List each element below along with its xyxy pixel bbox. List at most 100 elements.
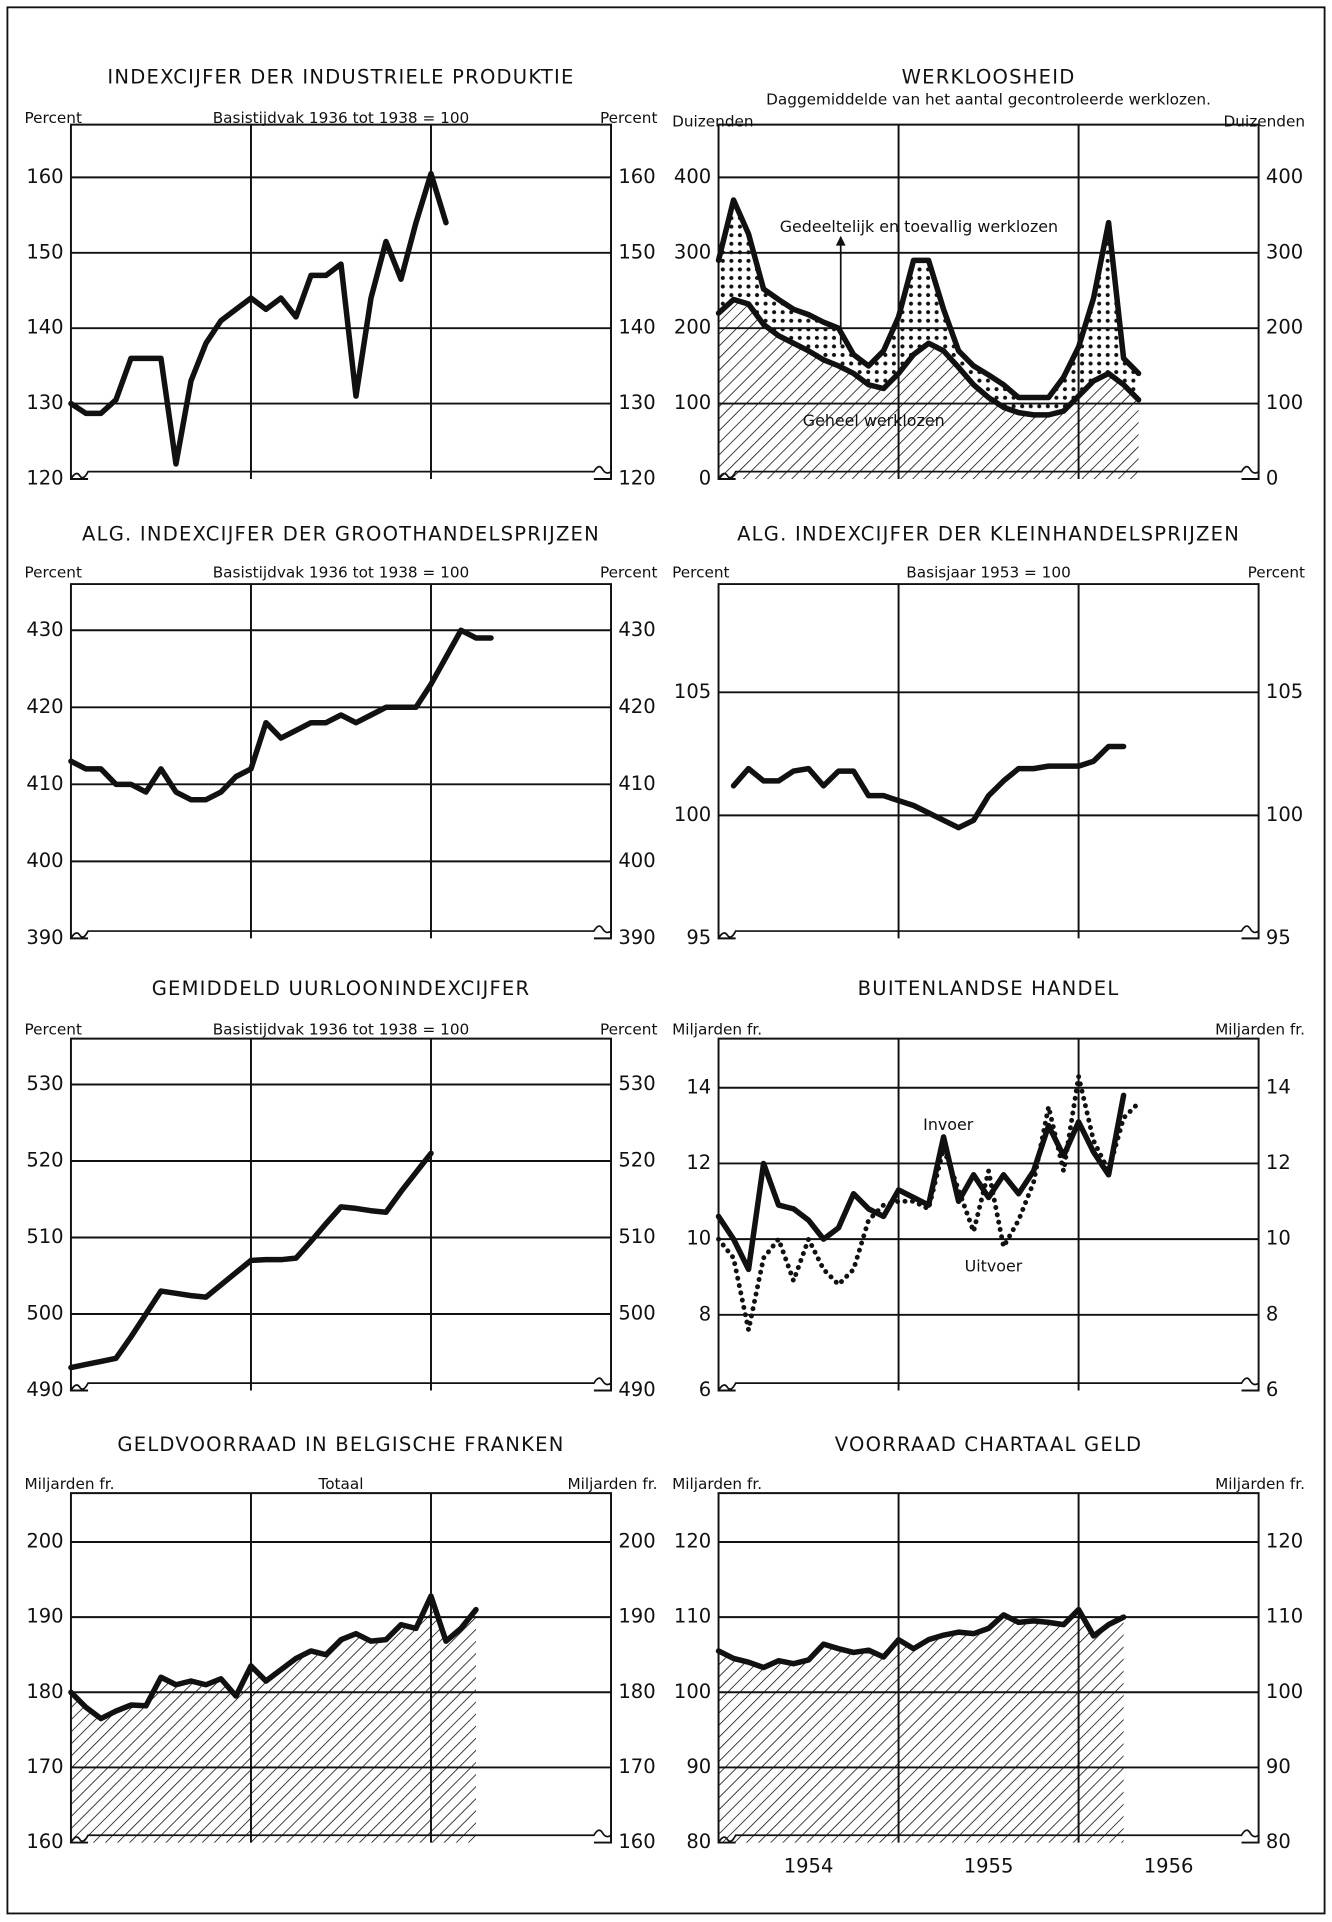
series-label: Geheel werklozen bbox=[803, 411, 945, 430]
chart-subtitle: Basistijdvak 1936 tot 1938 = 100 bbox=[213, 1021, 470, 1039]
axis-break bbox=[70, 925, 612, 939]
area-band bbox=[718, 200, 1139, 415]
fills bbox=[70, 1596, 476, 1843]
axis-break bbox=[70, 1829, 612, 1844]
chart-panel: ALG. INDEXCIJFER DER KLEINHANDELSPRIJZEN… bbox=[672, 523, 1305, 949]
y-tick-label: 390 bbox=[26, 926, 63, 949]
y-tick-label: 510 bbox=[26, 1225, 63, 1248]
series-line bbox=[715, 1606, 1127, 1671]
chart-subtitle: Daggemiddelde van het aantal gecontrolee… bbox=[766, 91, 1211, 109]
y2-tick-label: 80 bbox=[1266, 1830, 1291, 1853]
y2-tick-label: 120 bbox=[618, 466, 655, 489]
y-axis-label: Miljarden fr. bbox=[672, 1021, 762, 1039]
y-tick-label: 100 bbox=[674, 391, 711, 414]
y2-tick-label: 0 bbox=[1266, 466, 1278, 489]
y-axis-label: Percent bbox=[25, 564, 82, 582]
y-tick-label: 110 bbox=[674, 1605, 711, 1628]
y2-axis-label: Percent bbox=[600, 564, 657, 582]
y-tick-label: 8 bbox=[699, 1302, 711, 1325]
series-line bbox=[715, 296, 1142, 418]
y2-tick-label: 490 bbox=[618, 1378, 655, 1401]
y-tick-label: 200 bbox=[674, 316, 711, 339]
chart-panel: INDEXCIJFER DER INDUSTRIELE PRODUKTIE Bas… bbox=[25, 66, 658, 490]
y2-tick-label: 190 bbox=[618, 1605, 655, 1628]
y2-tick-label: 10 bbox=[1266, 1227, 1291, 1250]
series-line bbox=[730, 743, 1127, 831]
y-tick-label: 170 bbox=[26, 1755, 63, 1778]
chart-title: ALG. INDEXCIJFER DER GROOTHANDELSPRIJZEN bbox=[82, 523, 600, 546]
chart-panel: GELDVOORRAAD IN BELGISCHE FRANKEN Totaal M… bbox=[25, 1433, 658, 1853]
area-fill bbox=[70, 1596, 476, 1843]
y-tick-label: 410 bbox=[26, 772, 63, 795]
y2-tick-label: 400 bbox=[618, 849, 655, 872]
y-tick-label: 80 bbox=[686, 1830, 711, 1853]
y2-tick-label: 410 bbox=[618, 772, 655, 795]
y2-axis-label: Miljarden fr. bbox=[1215, 1475, 1305, 1493]
y2-tick-label: 120 bbox=[1266, 1529, 1303, 1552]
y2-tick-label: 400 bbox=[1266, 165, 1303, 188]
y2-tick-label: 510 bbox=[618, 1225, 655, 1248]
y-tick-label: 100 bbox=[674, 803, 711, 826]
series-label: Uitvoer bbox=[965, 1257, 1023, 1276]
y2-tick-label: 500 bbox=[618, 1301, 655, 1324]
axis-break bbox=[717, 465, 1260, 480]
chart-panel: BUITENLANDSE HANDEL Miljarden fr. Miljarde… bbox=[672, 977, 1305, 1401]
y2-tick-label: 105 bbox=[1266, 680, 1303, 703]
y2-axis-label: Miljarden fr. bbox=[567, 1475, 657, 1493]
chart-panel: VOORRAAD CHARTAAL GELD Miljarden fr. Milja… bbox=[672, 1433, 1305, 1878]
series-line bbox=[716, 1073, 1142, 1333]
y2-tick-label: 130 bbox=[618, 391, 655, 414]
chart-title: GEMIDDELD UURLOONINDEXCIJFER bbox=[152, 977, 531, 1000]
y2-axis-label: Percent bbox=[1248, 564, 1305, 582]
y-tick-label: 520 bbox=[26, 1148, 63, 1171]
y-tick-label: 400 bbox=[674, 165, 711, 188]
chart-subtitle: Basistijdvak 1936 tot 1938 = 100 bbox=[213, 109, 470, 127]
y-tick-label: 90 bbox=[686, 1755, 711, 1778]
y2-axis-label: Miljarden fr. bbox=[1215, 1021, 1305, 1039]
y-tick-label: 6 bbox=[699, 1378, 711, 1401]
y-tick-label: 300 bbox=[674, 240, 711, 263]
chart-subtitle: Basisjaar 1953 = 100 bbox=[906, 564, 1071, 582]
y2-tick-label: 14 bbox=[1266, 1075, 1291, 1098]
chart-title: BUITENLANDSE HANDEL bbox=[858, 977, 1120, 1000]
y2-tick-label: 300 bbox=[1266, 240, 1303, 263]
chart-panel: GEMIDDELD UURLOONINDEXCIJFER Basistijdvak… bbox=[25, 977, 658, 1401]
y-axis-label: Miljarden fr. bbox=[25, 1475, 115, 1493]
y-tick-label: 180 bbox=[26, 1680, 63, 1703]
axis-break bbox=[717, 1829, 1260, 1844]
x-tick-label: 1955 bbox=[964, 1855, 1014, 1878]
y2-tick-label: 160 bbox=[618, 165, 655, 188]
arrow-head bbox=[835, 235, 846, 246]
y-tick-label: 160 bbox=[26, 1830, 63, 1853]
y-tick-label: 120 bbox=[674, 1529, 711, 1552]
panel-frame bbox=[69, 583, 612, 940]
y2-tick-label: 6 bbox=[1266, 1378, 1278, 1401]
panel-frame bbox=[717, 1037, 1260, 1392]
axis-break bbox=[70, 1377, 612, 1391]
y2-tick-label: 150 bbox=[618, 240, 655, 263]
y2-tick-label: 200 bbox=[618, 1529, 655, 1552]
y-tick-label: 420 bbox=[26, 695, 63, 718]
panel-frame bbox=[717, 1492, 1260, 1844]
y-tick-label: 430 bbox=[26, 618, 63, 641]
y-tick-label: 160 bbox=[26, 165, 63, 188]
y-tick-label: 120 bbox=[26, 466, 63, 489]
y2-tick-label: 420 bbox=[618, 695, 655, 718]
chart-title: ALG. INDEXCIJFER DER KLEINHANDELSPRIJZEN bbox=[737, 523, 1240, 546]
series-label: Invoer bbox=[923, 1115, 974, 1134]
panel-frame bbox=[69, 123, 612, 480]
chart-title: VOORRAAD CHARTAAL GELD bbox=[835, 1433, 1143, 1456]
fills bbox=[718, 1609, 1124, 1843]
series-line bbox=[68, 627, 494, 803]
page-frame bbox=[6, 6, 1326, 1915]
chart-panel: ALG. INDEXCIJFER DER GROOTHANDELSPRIJZEN… bbox=[25, 523, 658, 949]
y2-tick-label: 180 bbox=[618, 1680, 655, 1703]
y-tick-label: 190 bbox=[26, 1605, 63, 1628]
chart-title: WERKLOOSHEID bbox=[902, 66, 1076, 89]
panel-frame bbox=[69, 1492, 612, 1844]
series-line bbox=[68, 1150, 434, 1371]
panel-frame bbox=[69, 1037, 612, 1392]
y2-axis-label: Percent bbox=[600, 109, 657, 127]
y-axis-label: Miljarden fr. bbox=[672, 1475, 762, 1493]
y2-tick-label: 95 bbox=[1266, 926, 1291, 949]
